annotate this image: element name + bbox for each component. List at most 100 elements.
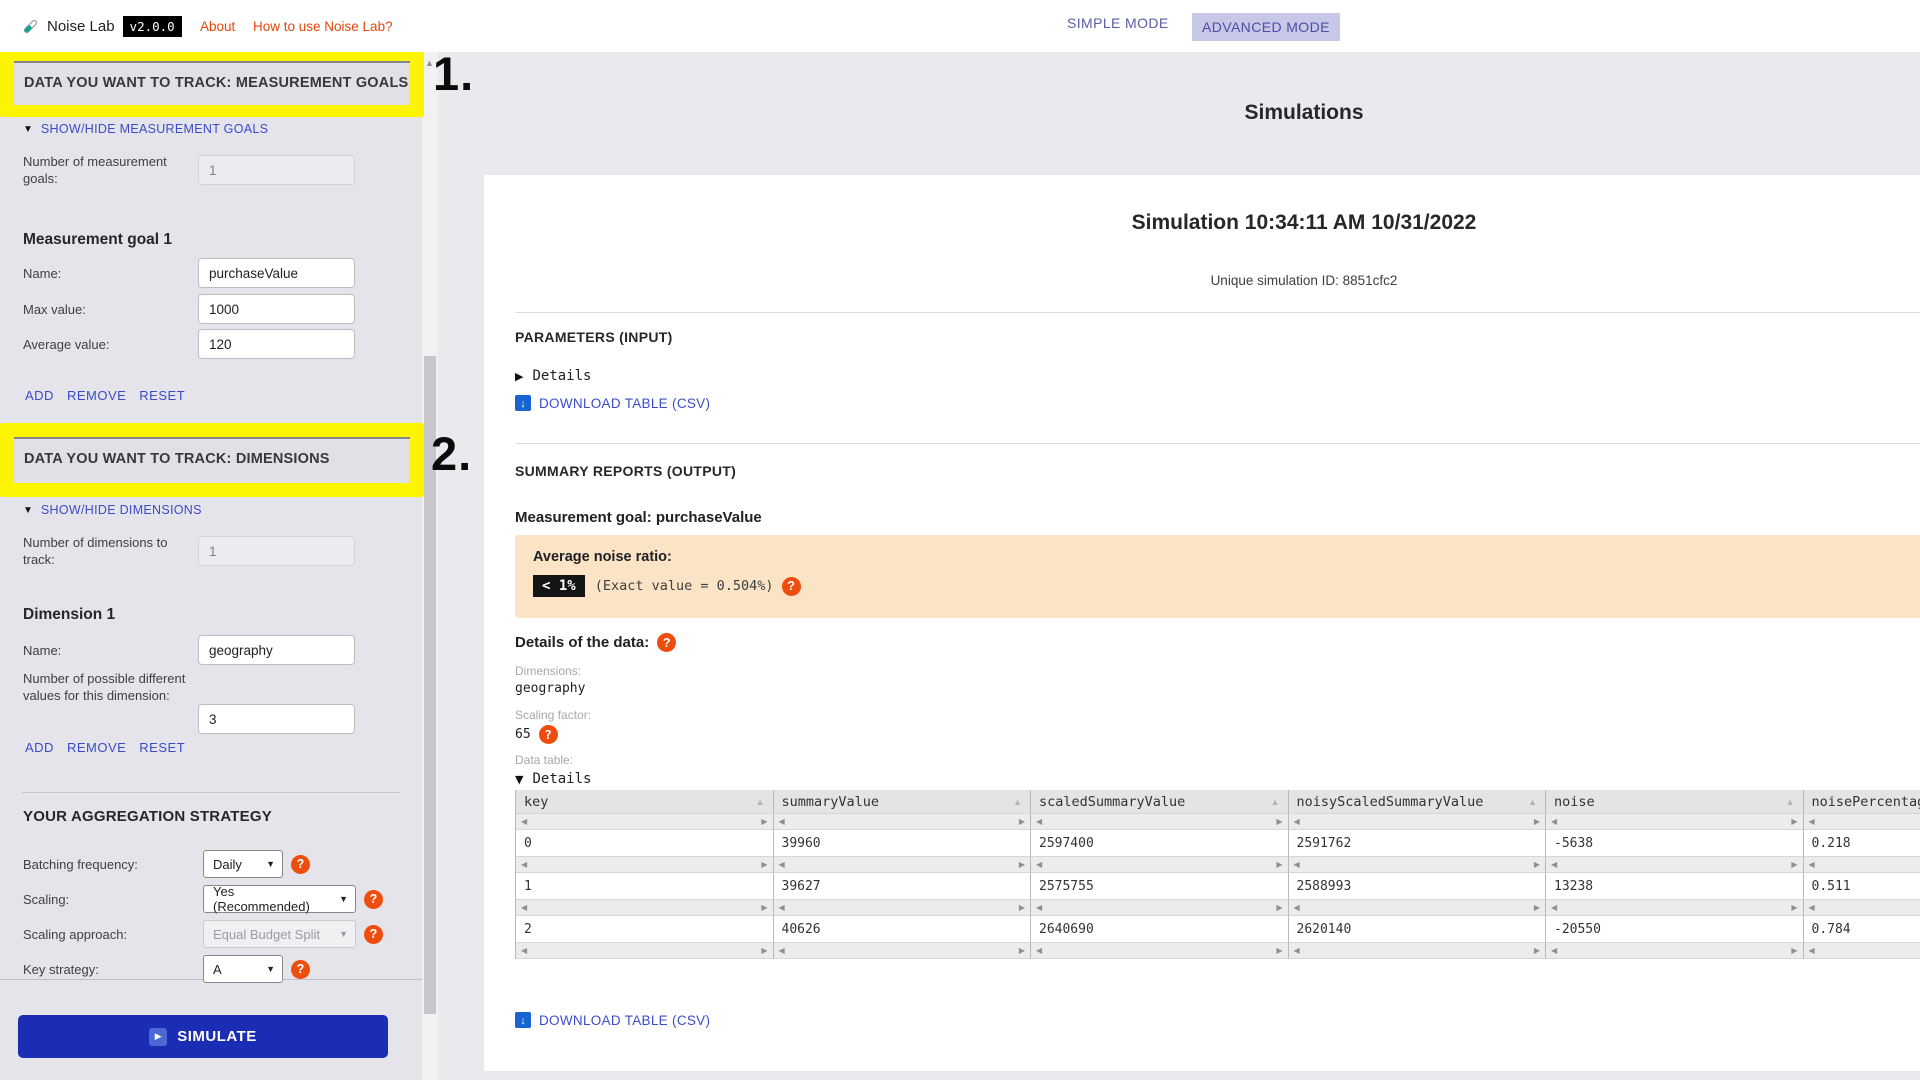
triangle-right-icon: ▶ xyxy=(515,369,524,383)
chevron-down-icon: ▼ xyxy=(339,929,348,939)
triangle-down-icon: ▼ xyxy=(515,772,524,786)
dimensions-section-title: DATA YOU WANT TO TRACK: DIMENSIONS xyxy=(24,451,330,467)
dimension-values-input[interactable] xyxy=(198,704,355,734)
download-parameters-link[interactable]: ↓ DOWNLOAD TABLE (CSV) xyxy=(515,395,710,411)
measurement-goal-heading: Measurement goal 1 xyxy=(23,231,173,248)
add-dimension-button[interactable]: ADD xyxy=(25,740,54,755)
reset-dimensions-button[interactable]: RESET xyxy=(139,740,186,755)
key-strategy-row: Key strategy: A ▼ ? xyxy=(23,954,401,984)
goal-avg-row: Average value: xyxy=(23,329,401,359)
goal-avg-label: Average value: xyxy=(23,336,110,352)
help-icon[interactable]: ? xyxy=(657,633,677,652)
cell-scroll-strip[interactable]: ◀▶ ◀▶ ◀▶ ◀▶ ◀▶ ◀▶ xyxy=(516,942,1920,959)
goal-count-row: Number of measurement goals: xyxy=(23,146,401,194)
showhide-goals-toggle[interactable]: ▼ SHOW/HIDE MEASUREMENT GOALS xyxy=(23,122,269,136)
reset-goals-button[interactable]: RESET xyxy=(139,388,186,403)
simple-mode-button[interactable]: SIMPLE MODE xyxy=(1067,15,1169,31)
scrollbar-up-arrow-icon[interactable]: ▲ xyxy=(425,58,434,68)
test-tube-icon xyxy=(23,19,38,34)
data-table-details-toggle[interactable]: ▼ Details xyxy=(515,771,592,787)
dimension-count-input[interactable] xyxy=(198,536,355,566)
chevron-down-icon: ▼ xyxy=(266,859,275,869)
sort-icon[interactable]: ▲ xyxy=(1013,796,1022,807)
dimension-count-row: Number of dimensions to track: xyxy=(23,527,401,575)
highlight-goals: DATA YOU WANT TO TRACK: MEASUREMENT GOAL… xyxy=(0,47,424,117)
scaling-row: Scaling: Yes (Recommended) ▼ ? xyxy=(23,884,401,914)
noise-ratio-label: Average noise ratio: xyxy=(533,549,672,565)
table-header-cell[interactable]: noisePercentage▲ xyxy=(1803,790,1920,813)
help-icon[interactable]: ? xyxy=(781,576,801,596)
data-table-label: Data table: xyxy=(515,753,574,767)
help-icon[interactable]: ? xyxy=(364,924,383,944)
chevron-down-icon: ▼ xyxy=(266,964,275,974)
parameters-heading: PARAMETERS (INPUT) xyxy=(515,329,673,345)
play-icon: ▶ xyxy=(149,1027,168,1046)
noise-exact-value: (Exact value = 0.504%) xyxy=(594,578,774,594)
help-icon[interactable]: ? xyxy=(291,959,310,979)
goal-max-row: Max value: xyxy=(23,294,401,324)
table-header-cell[interactable]: summaryValue ▲ xyxy=(773,790,1031,813)
dimensions-actions: ADD REMOVE RESET xyxy=(25,740,185,755)
dimension-name-label: Name: xyxy=(23,642,62,658)
scaling-factor-label: Scaling factor: xyxy=(515,708,592,722)
goal-max-input[interactable] xyxy=(198,294,355,324)
table-header-cell[interactable]: noise ▲ xyxy=(1546,790,1804,813)
strategy-heading: YOUR AGGREGATION STRATEGY xyxy=(23,808,272,825)
scaling-select[interactable]: Yes (Recommended) ▼ xyxy=(203,884,356,914)
goals-section-header: DATA YOU WANT TO TRACK: MEASUREMENT GOAL… xyxy=(14,61,410,105)
version-badge: v2.0.0 xyxy=(122,16,182,37)
simulate-button[interactable]: ▶ SIMULATE xyxy=(18,1015,388,1058)
average-noise-box: Average noise ratio: < 1% (Exact value =… xyxy=(515,535,1920,618)
sort-icon[interactable]: ▲ xyxy=(1785,796,1795,807)
help-icon[interactable]: ? xyxy=(291,854,310,874)
triangle-down-icon: ▼ xyxy=(23,504,33,516)
goal-avg-input[interactable] xyxy=(198,329,355,359)
dimensions-section-header: DATA YOU WANT TO TRACK: DIMENSIONS xyxy=(14,437,410,483)
howto-link[interactable]: How to use Noise Lab? xyxy=(253,19,393,34)
cell-scroll-strip[interactable]: ◀▶ ◀▶ ◀▶ ◀▶ ◀▶ ◀▶ xyxy=(516,856,1920,873)
batching-select[interactable]: Daily ▼ xyxy=(203,850,283,878)
add-goal-button[interactable]: ADD xyxy=(25,388,54,403)
about-link[interactable]: About xyxy=(200,19,236,34)
divider xyxy=(515,443,1920,444)
cell-scroll-strip[interactable]: ◀▶ ◀▶ ◀▶ ◀▶ ◀▶ ◀▶ xyxy=(516,899,1920,916)
batching-row: Batching frequency: Daily ▼ ? xyxy=(23,849,401,879)
table-row: 2 40626 2640690 2620140 -20550 0.784 xyxy=(516,916,1920,942)
table-header-row: key ▲ summaryValue ▲ scaledSummaryValue ▲ n… xyxy=(516,790,1920,813)
scaling-factor-value: 65 ? xyxy=(515,725,558,744)
goal-max-label: Max value: xyxy=(23,301,86,317)
details-of-data-heading: Details of the data: ? xyxy=(515,633,677,652)
table-header-cell[interactable]: noisyScaledSummaryValue ▲ xyxy=(1288,790,1546,813)
help-icon[interactable]: ? xyxy=(538,725,558,744)
chevron-down-icon: ▼ xyxy=(339,894,348,904)
dimension-heading: Dimension 1 xyxy=(23,606,116,623)
sort-icon[interactable]: ▲ xyxy=(1270,796,1280,807)
download-icon: ↓ xyxy=(515,395,531,411)
table-header-cell[interactable]: scaledSummaryValue ▲ xyxy=(1031,790,1289,813)
dimension-name-input[interactable] xyxy=(198,635,355,665)
parameters-details-toggle[interactable]: ▶ Details xyxy=(515,368,592,384)
remove-dimension-button[interactable]: REMOVE xyxy=(66,740,127,755)
download-icon: ↓ xyxy=(515,1012,531,1028)
scaling-label: Scaling: xyxy=(23,891,70,907)
goal-name-input[interactable] xyxy=(198,258,355,288)
table-header-cell[interactable]: key ▲ xyxy=(516,790,774,813)
dimensions-label: Dimensions: xyxy=(515,664,582,678)
dimension-name-row: Name: xyxy=(23,635,401,665)
summary-reports-heading: SUMMARY REPORTS (OUTPUT) xyxy=(515,463,737,479)
help-icon[interactable]: ? xyxy=(364,889,383,909)
simulation-title: Simulation 10:34:11 AM 10/31/2022 xyxy=(1131,211,1477,234)
cell-scroll-strip[interactable]: ◀▶ ◀▶ ◀▶ ◀▶ ◀▶ ◀▶ xyxy=(516,813,1920,830)
advanced-mode-button[interactable]: ADVANCED MODE xyxy=(1192,13,1340,41)
key-strategy-select[interactable]: A ▼ xyxy=(203,955,283,983)
sort-icon[interactable]: ▲ xyxy=(755,796,765,807)
showhide-dimensions-toggle[interactable]: ▼ SHOW/HIDE DIMENSIONS xyxy=(23,503,202,517)
goal-count-input[interactable] xyxy=(198,155,355,185)
download-table-link[interactable]: ↓ DOWNLOAD TABLE (CSV) xyxy=(515,1012,710,1028)
remove-goal-button[interactable]: REMOVE xyxy=(66,388,127,403)
goals-actions: ADD REMOVE RESET xyxy=(25,388,185,403)
sort-icon[interactable]: ▲ xyxy=(1528,796,1537,807)
goal-name-label: Name: xyxy=(23,265,62,281)
sidebar-scrollbar-thumb[interactable] xyxy=(424,356,436,1014)
scaling-approach-label: Scaling approach: xyxy=(23,926,128,942)
